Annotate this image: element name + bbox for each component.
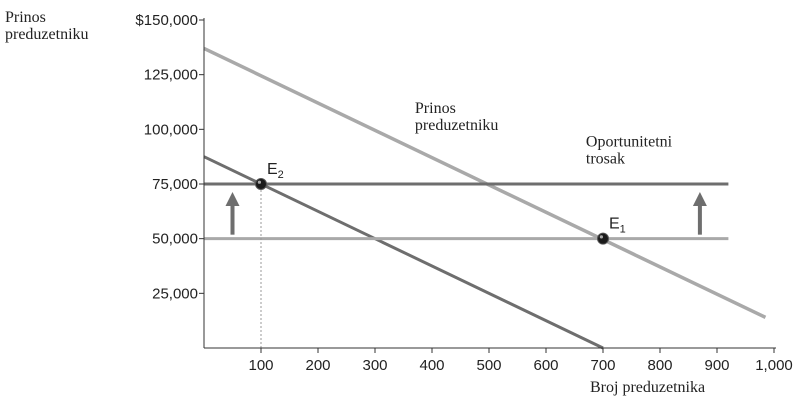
series-line-return-low: [203, 155, 604, 350]
y-tick-label: 25,000: [152, 285, 198, 302]
x-tick-label: 700: [590, 357, 615, 374]
y-tick-label: $150,000: [135, 12, 198, 29]
x-tick-label: 900: [704, 357, 729, 374]
x-tick-label: 800: [647, 357, 672, 374]
point-label-E1: E1: [609, 216, 626, 236]
point-label-sub: 1: [620, 224, 626, 236]
x-tick-label: 1,000: [755, 357, 793, 374]
arrow-head-0: [225, 192, 240, 206]
point-label-E2: E2: [267, 161, 284, 181]
return-annotation-line2: preduzetniku: [415, 117, 499, 134]
opp-cost-annotation-line2: trosak: [586, 151, 625, 168]
x-tick-label: 500: [476, 357, 501, 374]
x-axis-title: Broj preduzetnika: [590, 379, 705, 396]
x-tick-label: 400: [419, 357, 444, 374]
point-E1: [597, 232, 609, 245]
y-tick-label: 125,000: [144, 67, 198, 84]
x-tick-label: 200: [305, 357, 330, 374]
arrow-layer: [225, 192, 707, 235]
ticks-layer: 25,000 50,000 75,000 100,000 125,000 $150,000…: [135, 12, 792, 374]
point-label-sub: 2: [278, 169, 284, 181]
y-axis-title-line1: Prinos: [5, 9, 46, 26]
opp-cost-annotation-line1: Oportunitetni: [586, 134, 673, 151]
point-highlight-E1: [599, 235, 604, 239]
series-layer: [203, 46, 767, 350]
x-tick-label: 300: [362, 357, 387, 374]
y-tick-label: 100,000: [144, 121, 198, 138]
return-annotation-line1: Prinos: [415, 100, 456, 117]
y-tick-label: 50,000: [152, 231, 198, 248]
point-highlight-E2: [257, 180, 261, 184]
points-layer: E2 E1: [255, 161, 626, 245]
y-tick-label: 75,000: [152, 176, 198, 193]
x-tick-label: 100: [248, 357, 273, 374]
x-tick-label: 600: [533, 357, 558, 374]
y-axis-title-line2: preduzetniku: [5, 26, 89, 43]
point-E2: [255, 178, 267, 190]
arrow-head-1: [692, 192, 707, 206]
